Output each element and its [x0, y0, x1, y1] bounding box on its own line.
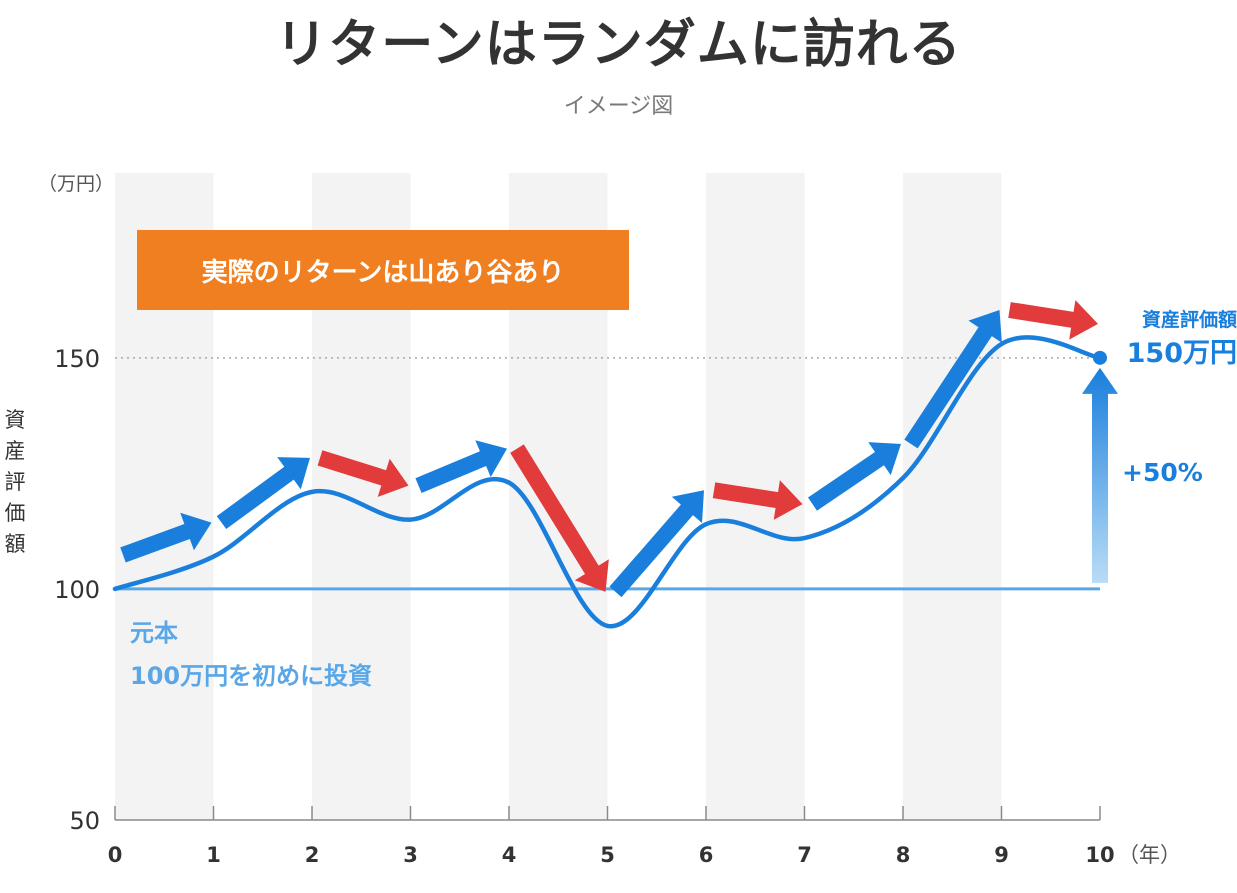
x-tick-label: 2	[305, 843, 320, 867]
y-tick-label: 150	[54, 345, 100, 373]
down-arrow	[317, 450, 409, 497]
asset-value-line	[112, 335, 1103, 629]
chart-subtitle: イメージ図	[563, 94, 674, 119]
end-point-marker	[1093, 350, 1107, 365]
end-value-label: 資産評価額	[1142, 308, 1237, 331]
x-tick-label: 1	[206, 843, 221, 867]
year-band-8	[903, 173, 1002, 820]
principal-label: 元本	[130, 619, 178, 647]
y-axis-title-char: 額	[5, 532, 26, 556]
y-axis-title: 資産評価額	[5, 408, 26, 556]
up-arrow	[415, 440, 507, 493]
x-tick-label: 4	[502, 843, 517, 867]
up-arrow	[216, 457, 310, 530]
principal-description: 100万円を初めに投資	[130, 662, 372, 690]
x-tick-label: 6	[699, 843, 714, 867]
gain-arrow-shape	[1082, 367, 1118, 583]
y-unit-label: （万円）	[38, 173, 114, 195]
callout-text: 実際のリターンは山あり谷あり	[202, 257, 565, 288]
y-axis-title-char: 産	[5, 439, 26, 463]
x-tick-label: 8	[896, 843, 911, 867]
y-axis-title-char: 評	[5, 470, 26, 494]
up-arrow	[609, 490, 704, 598]
y-axis-title-char: 資	[5, 408, 26, 432]
y-tick-label: 50	[69, 807, 100, 835]
x-tick-label: 0	[108, 843, 123, 867]
gain-label: +50%	[1122, 458, 1203, 487]
gain-arrow	[1082, 367, 1118, 583]
x-tick-label: 7	[797, 843, 812, 867]
callout-box	[137, 230, 629, 310]
down-arrow	[712, 480, 803, 520]
up-arrow	[904, 309, 1002, 449]
chart-title: リターンはランダムに訪れる	[275, 15, 962, 75]
x-tick-label: 9	[994, 843, 1009, 867]
up-arrow	[808, 442, 901, 511]
up-arrow	[120, 512, 212, 563]
x-unit-label: （年）	[1118, 843, 1181, 867]
y-tick-label: 100	[54, 576, 100, 604]
x-tick-label: 3	[403, 843, 418, 867]
down-arrow	[1008, 300, 1098, 340]
x-tick-label: 10	[1085, 843, 1114, 867]
down-arrow	[510, 444, 609, 592]
x-tick-label: 5	[600, 843, 615, 867]
y-axis-title-char: 価	[5, 501, 26, 525]
end-value: 150万円	[1127, 338, 1237, 369]
